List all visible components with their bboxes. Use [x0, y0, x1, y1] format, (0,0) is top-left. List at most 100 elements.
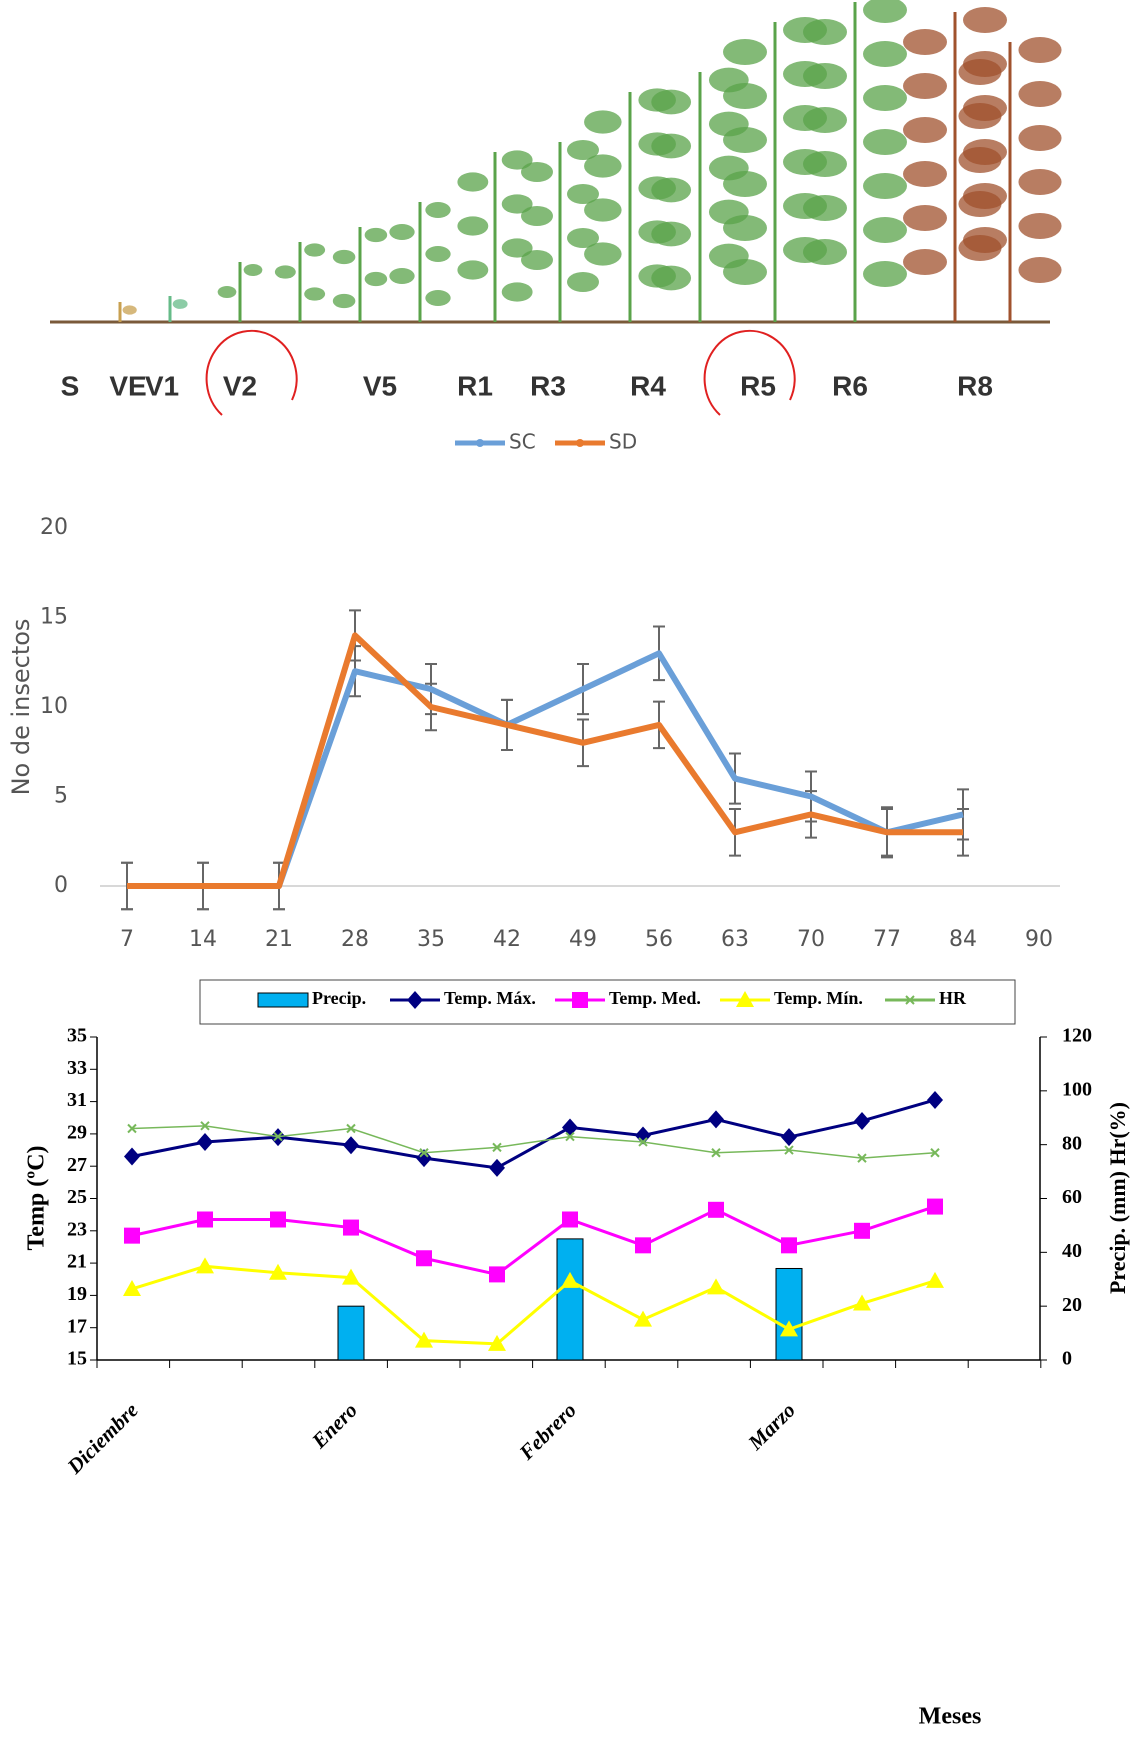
series-line: [127, 632, 963, 889]
insect-chart: 051015207142128354249566370778490Días de…: [7, 430, 1060, 1017]
plant-leaf: [243, 264, 263, 276]
series-line: [131, 1264, 936, 1346]
x-tick-label: 35: [417, 927, 445, 952]
point: [926, 1271, 944, 1288]
plant-leaf: [963, 7, 1007, 33]
plant-leaf: [425, 202, 451, 218]
plant-leaf: [1018, 213, 1062, 239]
y2-tick-label: 80: [1062, 1132, 1082, 1154]
plant-leaf: [903, 205, 947, 231]
plant-leaf: [651, 89, 692, 115]
point: [784, 1145, 794, 1155]
plant-leaf: [567, 184, 599, 204]
plant-leaf: [172, 299, 188, 309]
plant-leaf: [723, 215, 767, 241]
stage-label: R6: [832, 370, 868, 401]
legend-marker: [476, 439, 484, 447]
point: [269, 1263, 287, 1280]
legend-label: SC: [509, 430, 536, 454]
x-tick-label: 49: [569, 927, 597, 952]
plant-leaf: [903, 73, 947, 99]
point: [562, 1118, 578, 1137]
plant-leaf: [501, 282, 533, 302]
point: [854, 1222, 870, 1239]
plant-leaf: [651, 177, 692, 203]
x-tick-label: Enero: [306, 1398, 362, 1454]
plant-leaf: [958, 235, 1002, 261]
legend-marker: [736, 991, 754, 1007]
y-tick-label: 15: [40, 605, 68, 630]
plant-leaf: [567, 228, 599, 248]
point: [123, 1279, 141, 1296]
point: [561, 1271, 579, 1288]
plant-leaf: [567, 140, 599, 160]
highlight-circle: [703, 329, 796, 416]
point: [853, 1294, 871, 1311]
plant-leaf: [651, 133, 692, 159]
x-tick-label: Febrero: [514, 1398, 581, 1465]
point: [634, 1310, 652, 1327]
x-tick-label: 70: [797, 927, 825, 952]
legend-label: Precip.: [312, 988, 366, 1008]
legend-box: [199, 979, 1016, 1025]
plant-leaf: [803, 63, 847, 89]
y2-tick-label: 120: [1062, 1025, 1092, 1047]
plant-leaf: [958, 147, 1002, 173]
point: [416, 1149, 432, 1168]
point: [270, 1211, 286, 1228]
plant-leaf: [274, 265, 296, 279]
plant-leaf: [863, 129, 907, 155]
stage-label: V5: [363, 370, 397, 401]
point: [416, 1250, 432, 1267]
plant-leaf: [332, 249, 356, 265]
point: [707, 1278, 725, 1295]
y-tick-label: 19: [67, 1283, 87, 1305]
plant-leaf: [903, 161, 947, 187]
plant-leaf: [803, 19, 847, 45]
plant-leaf: [122, 305, 137, 315]
legend-label: Temp. Máx.: [444, 988, 536, 1008]
series-line: [127, 650, 964, 889]
point: [780, 1320, 798, 1337]
plant-leaf: [425, 290, 451, 306]
plant-leaf: [958, 59, 1002, 85]
x-tick-label: Diciembre: [62, 1398, 143, 1479]
series-line: [131, 1205, 936, 1277]
x-tick-label: 56: [645, 927, 673, 952]
y2-tick-label: 40: [1062, 1240, 1082, 1262]
plant-leaf: [958, 103, 1002, 129]
legend-marker: [905, 995, 915, 1005]
x-tick-label: 7: [120, 927, 134, 952]
x-tick-label: Marzo: [743, 1398, 800, 1455]
plant-leaf: [1018, 81, 1062, 107]
legend-marker: [576, 439, 584, 447]
bar: [556, 1238, 584, 1361]
plant-leaf: [217, 286, 237, 298]
plant-leaf: [389, 268, 415, 284]
stage-label: R3: [530, 370, 566, 401]
plant-leaf: [425, 246, 451, 262]
y-tick-label: 35: [67, 1025, 87, 1047]
plant-leaf: [803, 107, 847, 133]
legend-swatch: [257, 992, 309, 1008]
stage-label: R4: [630, 370, 666, 401]
plant-leaf: [863, 85, 907, 111]
point: [127, 1123, 137, 1134]
plant-leaf: [501, 150, 533, 170]
plant-leaf: [521, 206, 553, 226]
y-tick-label: 21: [67, 1251, 87, 1273]
legend-marker: [572, 992, 588, 1008]
point: [708, 1110, 724, 1129]
legend-label: Temp. Med.: [609, 988, 701, 1008]
point: [273, 1131, 283, 1142]
plant-leaf: [1018, 125, 1062, 151]
plant-leaf: [584, 198, 622, 222]
plant-leaf: [803, 151, 847, 177]
plant-leaf: [723, 83, 767, 109]
plant-leaf: [803, 239, 847, 265]
point: [196, 1257, 214, 1274]
y-tick-label: 31: [67, 1089, 87, 1111]
y-axis-label: Temp (ºC): [24, 1145, 50, 1250]
y-axis-label: No de insectos: [7, 619, 35, 796]
plant-leaf: [903, 117, 947, 143]
